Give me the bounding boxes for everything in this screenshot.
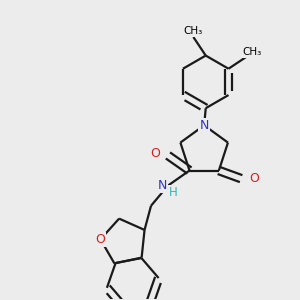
Text: O: O — [95, 233, 105, 246]
Text: N: N — [158, 179, 167, 192]
Text: N: N — [200, 119, 209, 132]
Text: O: O — [150, 147, 160, 161]
Text: H: H — [169, 186, 178, 199]
Text: CH₃: CH₃ — [184, 26, 203, 36]
Text: O: O — [249, 172, 259, 185]
Text: CH₃: CH₃ — [242, 47, 261, 57]
